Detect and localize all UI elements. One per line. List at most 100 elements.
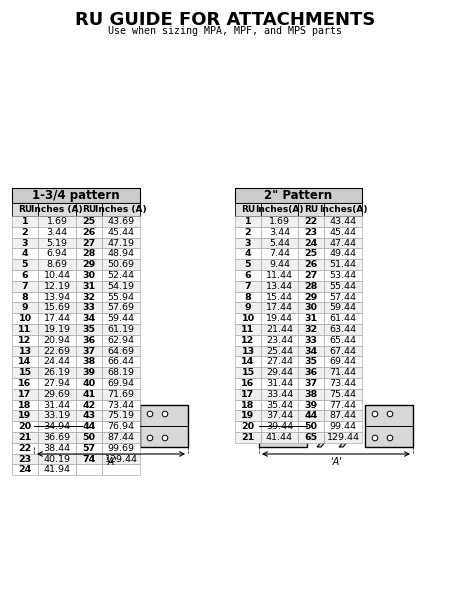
Bar	[38, 324, 76, 335]
Polygon shape	[114, 405, 136, 447]
Text: 20: 20	[18, 422, 32, 431]
Bar	[298, 367, 324, 378]
Text: 21: 21	[18, 433, 32, 442]
Bar	[102, 281, 140, 292]
Text: 45.44: 45.44	[329, 228, 356, 237]
Text: 1-3/4 pattern: 1-3/4 pattern	[32, 189, 120, 202]
Text: 66.44: 66.44	[108, 358, 135, 366]
Bar	[324, 292, 362, 302]
Text: 5.44: 5.44	[269, 238, 290, 247]
Text: 31: 31	[82, 282, 95, 291]
Bar	[324, 216, 362, 227]
Text: 48.94: 48.94	[108, 249, 135, 258]
Text: 22: 22	[304, 217, 318, 226]
Text: RU: RU	[241, 205, 255, 214]
Bar	[12, 410, 38, 421]
Bar	[298, 292, 324, 302]
Text: 43.44: 43.44	[329, 217, 356, 226]
Circle shape	[39, 411, 45, 417]
Bar	[38, 270, 76, 281]
Circle shape	[264, 435, 270, 441]
Bar	[12, 216, 38, 227]
Bar	[298, 203, 324, 216]
Text: 15.44: 15.44	[266, 292, 293, 302]
Text: 18: 18	[241, 401, 255, 410]
Bar	[324, 378, 362, 389]
Circle shape	[64, 435, 70, 441]
Bar	[12, 378, 38, 389]
Bar	[324, 227, 362, 238]
Bar	[76, 292, 102, 302]
Bar	[76, 227, 102, 238]
Text: 21: 21	[241, 433, 255, 442]
Bar	[324, 367, 362, 378]
Text: 37: 37	[82, 347, 95, 356]
Text: 17.44: 17.44	[266, 303, 293, 313]
Text: 44: 44	[82, 422, 95, 431]
Text: 'A': 'A'	[105, 457, 117, 467]
Bar	[12, 345, 38, 356]
Text: 38: 38	[304, 390, 318, 399]
Bar	[12, 292, 38, 302]
Text: 27: 27	[82, 238, 95, 247]
Bar	[261, 302, 298, 313]
Bar	[298, 238, 324, 249]
Bar	[324, 270, 362, 281]
Text: 35.44: 35.44	[266, 401, 293, 410]
Bar	[324, 324, 362, 335]
Text: 6.94: 6.94	[46, 249, 68, 258]
Text: 87.44: 87.44	[108, 433, 135, 442]
Bar	[235, 410, 261, 421]
Text: 1.69: 1.69	[46, 217, 68, 226]
Bar	[235, 367, 261, 378]
Text: 13.94: 13.94	[44, 292, 71, 302]
Text: 19: 19	[18, 411, 32, 420]
Circle shape	[162, 411, 168, 417]
Bar	[324, 335, 362, 345]
Text: 24.44: 24.44	[44, 358, 71, 366]
Bar	[261, 259, 298, 270]
Text: 27: 27	[304, 271, 318, 280]
Text: 15: 15	[18, 368, 32, 377]
Bar	[12, 188, 140, 203]
Bar	[298, 227, 324, 238]
Text: 1: 1	[22, 217, 28, 226]
Text: 29.44: 29.44	[266, 368, 293, 377]
Text: 4: 4	[22, 249, 28, 258]
Bar	[261, 432, 298, 443]
Text: 38: 38	[82, 358, 95, 366]
Text: 10: 10	[242, 314, 255, 323]
Text: 61.44: 61.44	[329, 314, 356, 323]
Bar	[324, 432, 362, 443]
Text: 28: 28	[304, 282, 318, 291]
Bar	[12, 367, 38, 378]
Bar	[298, 345, 324, 356]
Text: 30: 30	[305, 303, 318, 313]
Text: 29: 29	[304, 292, 318, 302]
Text: 32: 32	[305, 325, 318, 334]
Text: 36: 36	[305, 368, 318, 377]
Text: 40.19: 40.19	[44, 455, 71, 463]
Text: 19: 19	[241, 411, 255, 420]
Bar	[235, 249, 261, 259]
Bar	[38, 389, 76, 399]
Bar	[235, 421, 261, 432]
Bar	[102, 378, 140, 389]
Text: 47.19: 47.19	[108, 238, 135, 247]
Text: 12: 12	[241, 336, 255, 345]
Text: 71.69: 71.69	[108, 390, 135, 399]
Text: Inches (A): Inches (A)	[95, 205, 147, 214]
Text: 7.44: 7.44	[269, 249, 290, 258]
Text: 15: 15	[242, 368, 255, 377]
Bar	[298, 399, 324, 410]
Bar	[76, 335, 102, 345]
Bar	[12, 443, 38, 454]
Text: 73.44: 73.44	[108, 401, 135, 410]
Text: 25: 25	[82, 217, 95, 226]
Bar	[38, 249, 76, 259]
Text: 59.44: 59.44	[329, 303, 356, 313]
Bar	[12, 421, 38, 432]
Bar	[12, 238, 38, 249]
Text: 31.44: 31.44	[44, 401, 71, 410]
Text: 59.44: 59.44	[108, 314, 135, 323]
